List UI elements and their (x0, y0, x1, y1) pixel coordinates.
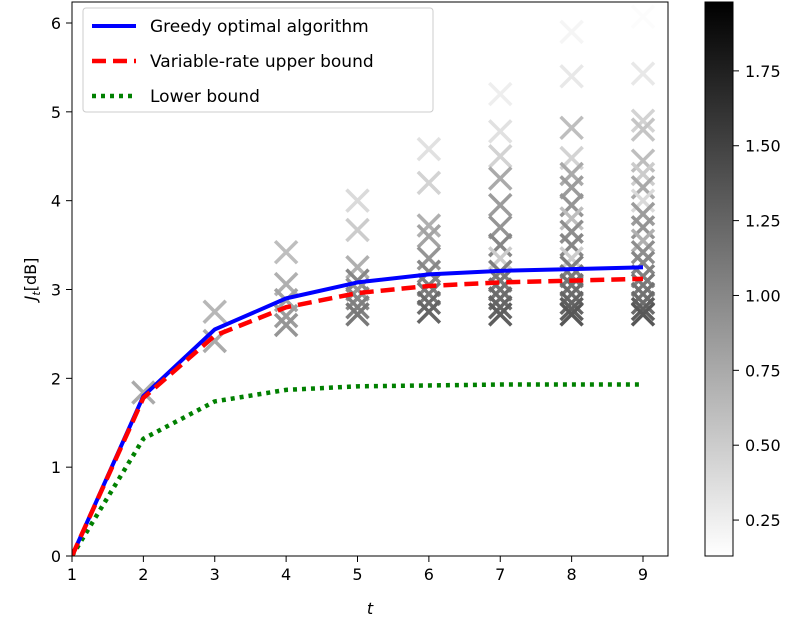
y-axis-label-main: J (21, 295, 40, 303)
scatter-marker (131, 380, 156, 405)
scatter-marker (559, 290, 584, 316)
plot-frame (71, 1, 669, 557)
y-axis-label: Jt[dB] (21, 258, 43, 304)
colorbar-tick-label: 1.00 (745, 286, 781, 305)
scatter-markers (131, 4, 656, 405)
scatter-marker (630, 4, 656, 30)
x-tick-label: 9 (638, 565, 648, 584)
colorbar-tick-label: 0.50 (745, 436, 781, 455)
series-line-greedy (72, 265, 644, 556)
scatter-marker (559, 272, 584, 298)
y-axis-label-sub: t (30, 291, 43, 296)
x-tick-label: 4 (281, 565, 291, 584)
series-line-lower-bound (72, 382, 643, 556)
scatter-marker (416, 136, 442, 162)
scatter-marker (630, 61, 656, 86)
y-tick-label: 1 (51, 458, 61, 477)
x-tick-label: 7 (495, 565, 505, 584)
scatter-marker (345, 295, 370, 320)
colorbar-gradient (704, 1, 734, 557)
scatter-marker (488, 119, 513, 144)
scatter-marker (488, 302, 513, 327)
scatter-marker (488, 192, 513, 218)
scatter-marker (559, 175, 584, 200)
legend-box (82, 7, 434, 113)
scatter-marker (488, 295, 513, 320)
y-tick-label: 0 (51, 547, 61, 566)
scatter-marker (345, 302, 370, 327)
scatter-marker (416, 223, 442, 249)
scatter-marker (559, 296, 584, 322)
scatter-marker (630, 239, 656, 265)
scatter-marker (630, 302, 656, 327)
colorbar-tick-label: 1.75 (745, 62, 781, 81)
scatter-marker (630, 108, 656, 133)
y-tick-label: 4 (51, 192, 61, 211)
scatter-marker (416, 170, 442, 196)
scatter-marker (630, 296, 656, 322)
y-axis: 0 1 2 3 4 5 6 (51, 14, 72, 566)
x-tick-label: 1 (67, 565, 77, 584)
scatter-marker (488, 144, 513, 169)
scatter-marker (273, 312, 299, 338)
x-tick-label: 2 (138, 565, 148, 584)
colorbar-tick-label: 0.75 (745, 361, 781, 380)
scatter-marker (559, 19, 584, 45)
scatter-marker (202, 299, 227, 324)
y-tick-label: 3 (51, 281, 61, 300)
scatter-marker (416, 290, 442, 316)
colorbar-ticks: 0.25 0.50 0.75 1.00 1.25 1.50 1.75 (733, 62, 781, 530)
colorbar-tick-label: 0.25 (745, 511, 781, 530)
scatter-marker (630, 228, 656, 253)
y-tick-label: 5 (51, 103, 61, 122)
scatter-marker (559, 115, 584, 141)
series-lines (72, 265, 644, 556)
legend-label-upper: Variable-rate upper bound (150, 52, 374, 72)
scatter-marker (488, 81, 513, 107)
x-axis-label: t (367, 599, 374, 618)
scatter-marker (416, 213, 442, 238)
legend-label-lower: Lower bound (150, 87, 260, 107)
scatter-marker (630, 117, 656, 142)
x-tick-label: 3 (210, 565, 220, 584)
y-tick-label: 2 (51, 369, 61, 388)
scatter-marker (345, 217, 370, 243)
scatter-marker (559, 246, 584, 271)
legend-label-greedy: Greedy optimal algorithm (150, 17, 369, 37)
x-axis: 1 2 3 4 5 6 7 8 9 (67, 556, 648, 584)
scatter-marker (488, 215, 513, 240)
scatter-marker (273, 239, 299, 265)
x-tick-label: 8 (567, 565, 577, 584)
y-axis-label-unit: [dB] (21, 258, 40, 292)
scatter-marker (559, 302, 584, 327)
colorbar-tick-label: 1.50 (745, 137, 781, 156)
legend: Greedy optimal algorithm Variable-rate u… (82, 7, 434, 113)
scatter-marker (559, 64, 584, 89)
scatter-marker (416, 299, 442, 324)
x-tick-label: 5 (352, 565, 362, 584)
colorbar-tick-label: 1.25 (745, 212, 781, 231)
colorbar: 0.25 0.50 0.75 1.00 1.25 1.50 1.75 (704, 1, 781, 557)
y-tick-label: 6 (51, 14, 61, 33)
series-line-upper-bound (72, 276, 644, 556)
x-tick-label: 6 (424, 565, 434, 584)
scatter-marker (488, 268, 513, 293)
scatter-marker (488, 166, 513, 191)
scatter-marker (630, 290, 656, 316)
scatter-marker (345, 188, 370, 213)
